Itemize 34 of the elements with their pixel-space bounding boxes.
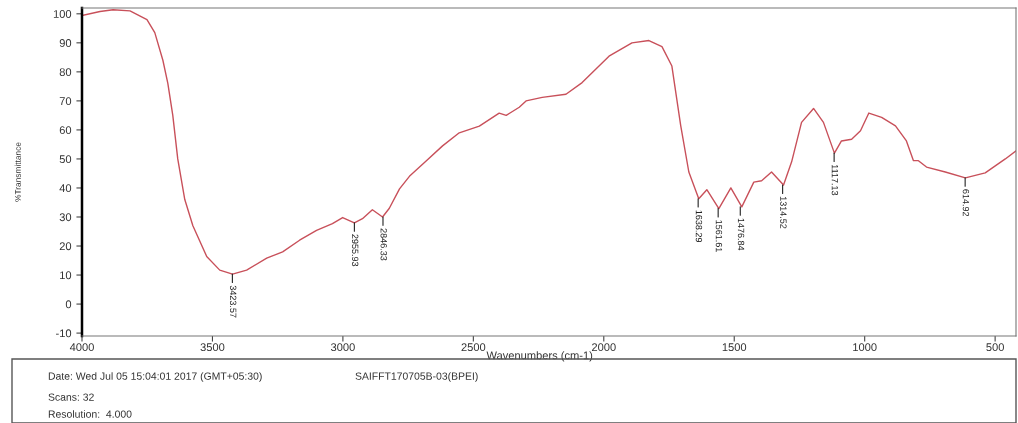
annotation: 2846.33 — [380, 228, 387, 261]
x-tick-label: 4000 — [69, 343, 94, 352]
x-tick-label: 1500 — [722, 343, 747, 352]
x-tick-label: 1000 — [853, 343, 877, 352]
y-tick-label: 90 — [59, 39, 72, 47]
annotation: 614.92 — [962, 189, 970, 217]
annotation: 2955.93 — [351, 234, 359, 267]
y-axis-title: %Transmittance — [14, 142, 21, 202]
annotation: 1638.29 — [695, 210, 703, 243]
y-tick-label: 30 — [59, 213, 72, 222]
y-tick-label: 10 — [60, 271, 72, 280]
text: Resolution: 4.000 — [48, 410, 132, 418]
y-tick-label: 0 — [65, 300, 72, 309]
annotation: 1117.13 — [831, 164, 839, 196]
x-tick-label: 2000 — [591, 343, 616, 352]
x-tick-label: 3500 — [200, 343, 225, 352]
text: SAIFFT170705B-03(BPEI) — [355, 372, 478, 382]
text: Scans: 32 — [48, 393, 94, 401]
y-tick-label: 70 — [59, 97, 72, 106]
annotation: 1314.52 — [780, 196, 787, 229]
y-tick-label: 40 — [59, 184, 72, 193]
x-tick-label: 500 — [986, 343, 1004, 352]
y-tick-label: 50 — [59, 155, 72, 164]
text: Date: Wed Jul 05 15:04:01 2017 (GMT+05:30) — [48, 372, 262, 382]
annotation: 1561.61 — [715, 220, 723, 252]
y-tick-label: 80 — [59, 68, 72, 76]
y-tick-label: -10 — [56, 329, 72, 338]
y-tick-label: 60 — [59, 126, 72, 135]
x-tick-label: 3000 — [330, 343, 355, 352]
y-tick-label: 20 — [59, 242, 72, 251]
y-tick-label: 100 — [53, 10, 72, 18]
x-tick-label: 2500 — [461, 343, 486, 352]
annotation: 1476.84 — [737, 218, 745, 251]
annotation: 3423.57 — [229, 285, 237, 318]
